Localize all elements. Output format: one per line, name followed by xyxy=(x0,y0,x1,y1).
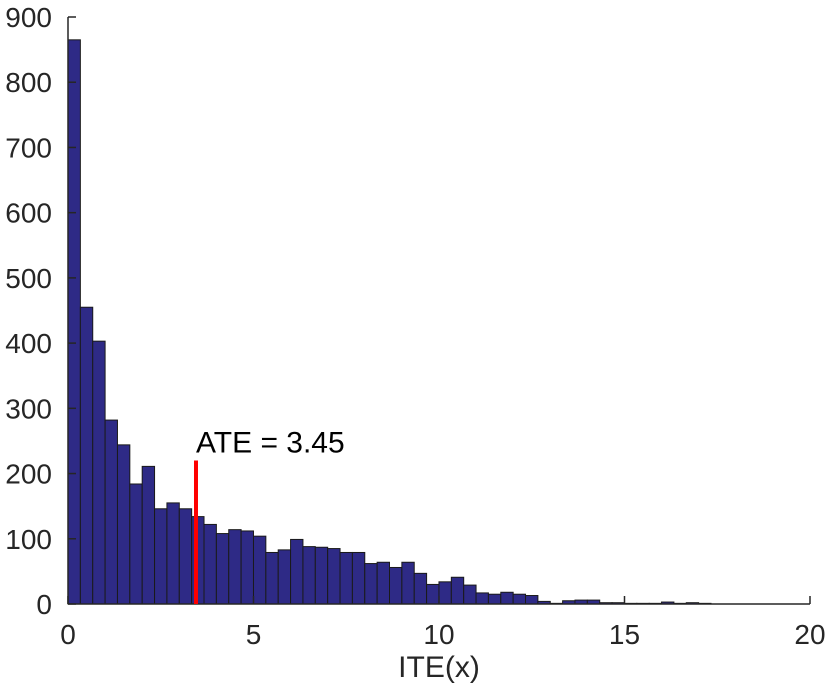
ate-annotation-label: ATE = 3.45 xyxy=(196,427,345,460)
histogram-bar xyxy=(487,593,502,605)
histogram-bar xyxy=(79,306,94,605)
histogram-bar xyxy=(129,483,143,605)
histogram-bar xyxy=(277,549,292,605)
histogram-bar xyxy=(413,572,428,605)
y-tick-label: 300 xyxy=(5,393,52,424)
y-tick-label: 0 xyxy=(36,589,52,620)
histogram-bar xyxy=(376,561,391,605)
y-tick-label: 800 xyxy=(5,67,52,98)
histogram-bar xyxy=(500,591,514,605)
histogram-bar xyxy=(154,508,168,605)
histogram-bar xyxy=(401,561,415,605)
histogram-bar xyxy=(475,592,489,605)
histogram-bar xyxy=(166,502,180,605)
histogram-bar xyxy=(240,530,254,605)
histogram-bar xyxy=(389,566,403,605)
y-tick-label: 500 xyxy=(5,263,52,294)
histogram-bar xyxy=(302,546,316,605)
histogram-bar xyxy=(92,340,106,605)
histogram-bar xyxy=(438,581,452,605)
histogram-bar xyxy=(463,584,477,605)
x-tick-label: 20 xyxy=(794,619,825,650)
histogram-bar xyxy=(339,551,353,605)
y-tick-label: 900 xyxy=(5,2,52,33)
histogram-bar xyxy=(215,533,230,605)
y-tick-label: 200 xyxy=(5,459,52,490)
x-tick-label: 5 xyxy=(246,619,262,650)
histogram-bar xyxy=(252,535,267,605)
y-tick-label: 100 xyxy=(5,524,52,555)
histogram-bar xyxy=(351,551,366,605)
y-ticks: 0 100 200 300 400 500 600 700 800 900 xyxy=(5,2,76,620)
histogram-bar xyxy=(228,529,242,605)
histogram-bar xyxy=(327,548,341,605)
y-tick-label: 600 xyxy=(5,198,52,229)
y-tick-label: 400 xyxy=(5,328,52,359)
x-tick-label: 15 xyxy=(609,619,640,650)
histogram-bars xyxy=(67,39,712,605)
x-tick-label: 0 xyxy=(60,619,76,650)
histogram-bar xyxy=(450,576,465,605)
histogram-bar xyxy=(203,523,217,605)
histogram-bar xyxy=(116,444,131,605)
histogram-bar xyxy=(314,546,329,605)
histogram-bar xyxy=(426,583,440,605)
histogram-bar xyxy=(67,39,81,605)
histogram-bar xyxy=(512,593,527,605)
histogram-bar xyxy=(141,465,156,605)
histogram-bar xyxy=(364,563,378,605)
histogram-bar xyxy=(525,595,539,605)
histogram-bar xyxy=(178,508,193,605)
histogram-bar xyxy=(104,419,118,605)
histogram-bar xyxy=(290,538,304,605)
x-axis-label: ITE(x) xyxy=(398,651,480,683)
x-tick-label: 10 xyxy=(423,619,454,650)
histogram-bar xyxy=(265,551,279,605)
y-tick-label: 700 xyxy=(5,132,52,163)
x-ticks: 0 5 10 15 20 xyxy=(60,596,826,650)
